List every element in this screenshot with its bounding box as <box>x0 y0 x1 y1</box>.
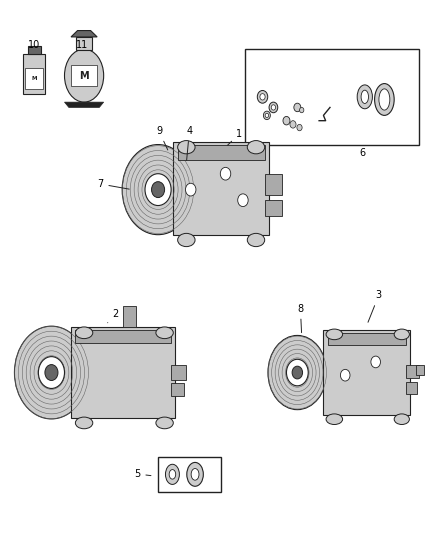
Bar <box>71 327 176 418</box>
Ellipse shape <box>379 89 390 110</box>
Text: M: M <box>31 76 37 81</box>
Ellipse shape <box>64 49 104 102</box>
Circle shape <box>263 111 270 119</box>
Bar <box>158 457 221 492</box>
Ellipse shape <box>169 470 176 479</box>
Ellipse shape <box>374 84 394 115</box>
Bar <box>416 365 424 375</box>
Text: 4: 4 <box>186 126 192 160</box>
Polygon shape <box>64 102 104 108</box>
Ellipse shape <box>394 414 410 424</box>
Text: 10: 10 <box>28 40 40 50</box>
Text: 8: 8 <box>297 304 304 333</box>
Bar <box>25 68 43 89</box>
Ellipse shape <box>326 414 343 424</box>
Circle shape <box>283 116 290 125</box>
Ellipse shape <box>178 141 195 154</box>
Bar <box>323 330 410 415</box>
Circle shape <box>39 357 64 389</box>
Bar <box>265 200 282 216</box>
Circle shape <box>290 120 296 128</box>
Ellipse shape <box>357 85 372 109</box>
Ellipse shape <box>75 417 93 429</box>
Circle shape <box>340 369 350 381</box>
Text: 1: 1 <box>227 128 243 146</box>
Circle shape <box>271 105 276 110</box>
Circle shape <box>238 194 248 207</box>
Ellipse shape <box>156 417 173 429</box>
Circle shape <box>294 103 301 112</box>
Text: 6: 6 <box>360 148 366 158</box>
Text: 3: 3 <box>368 290 382 322</box>
Bar <box>265 174 282 195</box>
Bar <box>75 330 171 343</box>
Ellipse shape <box>166 464 180 484</box>
Bar <box>123 306 136 327</box>
Bar <box>328 333 406 345</box>
Bar <box>23 54 45 94</box>
Ellipse shape <box>394 329 410 340</box>
Bar <box>245 49 419 144</box>
Circle shape <box>152 182 165 198</box>
Ellipse shape <box>187 463 203 486</box>
Circle shape <box>297 124 302 131</box>
Ellipse shape <box>191 469 199 480</box>
Circle shape <box>45 365 58 381</box>
Circle shape <box>220 167 231 180</box>
Bar <box>178 144 265 160</box>
Text: M: M <box>79 71 89 81</box>
Bar <box>173 142 269 235</box>
Bar <box>76 37 92 50</box>
Ellipse shape <box>247 141 265 154</box>
Circle shape <box>292 366 303 379</box>
Circle shape <box>269 102 278 113</box>
Ellipse shape <box>75 327 93 338</box>
Ellipse shape <box>14 326 88 419</box>
Circle shape <box>371 356 381 368</box>
Bar <box>406 365 419 378</box>
Bar <box>71 65 97 86</box>
Circle shape <box>185 183 196 196</box>
Text: 2: 2 <box>108 309 119 323</box>
Ellipse shape <box>178 233 195 247</box>
Polygon shape <box>71 30 97 37</box>
Ellipse shape <box>361 90 368 103</box>
Text: 11: 11 <box>76 40 88 50</box>
Text: 5: 5 <box>134 469 151 479</box>
Bar <box>171 365 186 381</box>
Ellipse shape <box>247 233 265 247</box>
Circle shape <box>286 359 308 386</box>
Circle shape <box>260 94 265 100</box>
Circle shape <box>145 174 171 206</box>
Circle shape <box>257 91 268 103</box>
Circle shape <box>265 114 268 117</box>
Ellipse shape <box>326 329 343 340</box>
Ellipse shape <box>122 144 194 235</box>
Circle shape <box>300 108 304 113</box>
Bar <box>406 382 417 394</box>
Text: 9: 9 <box>156 126 168 150</box>
Bar <box>28 46 41 54</box>
Ellipse shape <box>268 335 327 410</box>
Bar <box>171 383 184 397</box>
Ellipse shape <box>156 327 173 338</box>
Text: 7: 7 <box>97 179 129 189</box>
